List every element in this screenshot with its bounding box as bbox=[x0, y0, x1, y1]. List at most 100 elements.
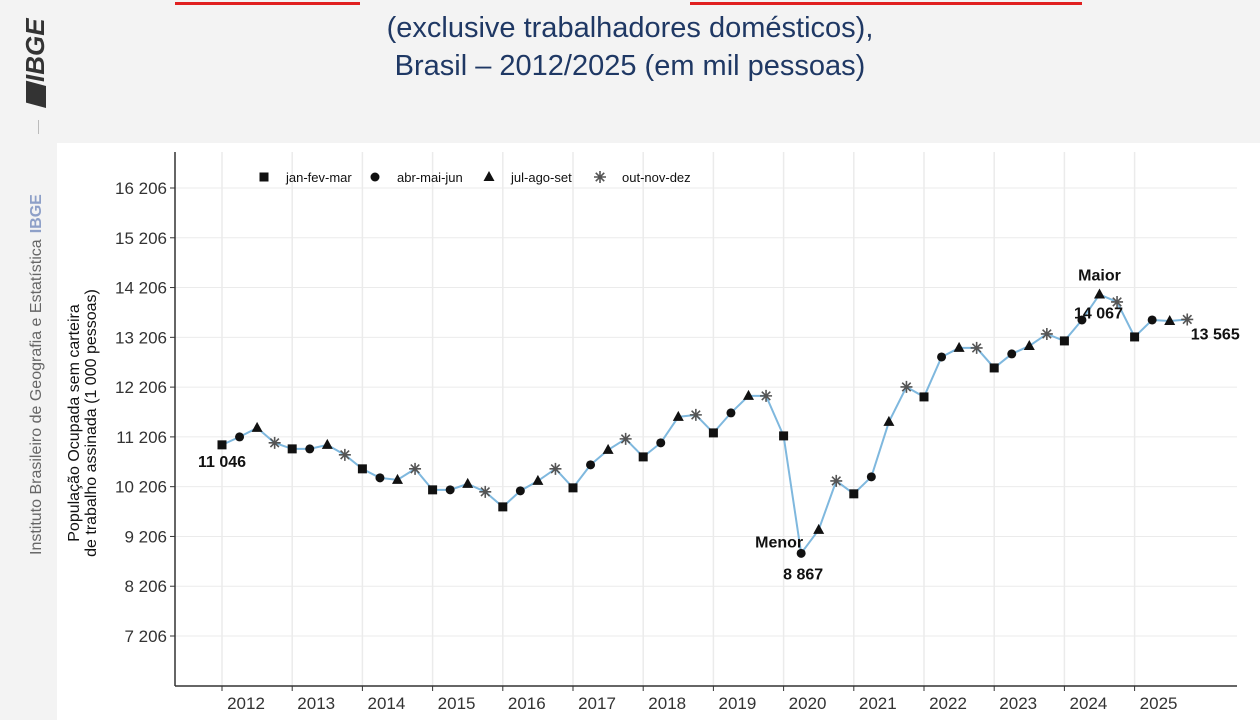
y-tick-label: 8 206 bbox=[124, 577, 167, 596]
line-chart: 7 206 8 206 9 206 10 206 11 206 12 206 13 206 1… bbox=[66, 152, 1240, 713]
data-point bbox=[989, 363, 999, 373]
data-point bbox=[392, 473, 403, 484]
data-point bbox=[549, 462, 562, 475]
x-tick-label: 2022 bbox=[929, 694, 967, 713]
x-tick-label: 2018 bbox=[648, 694, 686, 713]
svg-text:IBGE: IBGE bbox=[20, 18, 50, 82]
data-point bbox=[830, 474, 843, 487]
y-tick-label: 14 206 bbox=[115, 279, 167, 298]
y-tick-label: 10 206 bbox=[115, 478, 167, 497]
data-point bbox=[970, 341, 983, 354]
legend-marker-square bbox=[259, 172, 269, 182]
y-tick-label: 11 206 bbox=[116, 428, 167, 447]
legend-label: out-nov-dez bbox=[622, 170, 691, 185]
data-label: 14 067 bbox=[1074, 305, 1123, 322]
data-point bbox=[338, 448, 351, 461]
x-tick-label: 2014 bbox=[367, 694, 405, 713]
data-point bbox=[866, 472, 876, 482]
chart-title-line3: Brasil – 2012/2025 (em mil pessoas) bbox=[394, 50, 866, 82]
data-point bbox=[638, 452, 648, 462]
data-point bbox=[1007, 349, 1017, 359]
data-point bbox=[1077, 315, 1087, 325]
legend-label: abr-mai-jun bbox=[397, 170, 463, 185]
data-point bbox=[900, 380, 913, 393]
x-tick-label: 2015 bbox=[438, 694, 476, 713]
title-underline-left bbox=[175, 2, 360, 5]
data-point bbox=[672, 410, 684, 421]
data-point bbox=[849, 489, 859, 499]
x-tick-label: 2025 bbox=[1140, 694, 1178, 713]
legend-label: jul-ago-set bbox=[510, 170, 572, 185]
data-point bbox=[883, 415, 895, 426]
data-label: Menor bbox=[755, 534, 803, 551]
data-point bbox=[689, 408, 702, 421]
x-tick-label: 2019 bbox=[718, 694, 756, 713]
data-point bbox=[445, 485, 455, 495]
y-tick-label: 13 206 bbox=[115, 328, 167, 347]
data-point bbox=[619, 432, 632, 445]
data-point bbox=[953, 341, 965, 352]
x-tick-label: 2013 bbox=[297, 694, 335, 713]
title-underline-right bbox=[690, 2, 1082, 5]
y-tick-label: 9 206 bbox=[124, 527, 167, 546]
data-point bbox=[937, 352, 947, 362]
y-tick-label: 15 206 bbox=[115, 229, 167, 248]
chart-title-line2: (exclusive trabalhadores domésticos), bbox=[386, 12, 874, 44]
data-point bbox=[375, 473, 385, 483]
data-point bbox=[1164, 314, 1176, 325]
data-point bbox=[813, 523, 825, 534]
data-point bbox=[779, 431, 789, 441]
y-tick-label: 7 206 bbox=[124, 627, 167, 646]
data-point bbox=[760, 389, 773, 402]
data-point bbox=[1181, 313, 1194, 326]
data-point bbox=[321, 438, 333, 449]
x-tick-label: 2021 bbox=[859, 694, 897, 713]
data-point bbox=[235, 432, 245, 442]
data-point bbox=[1130, 332, 1140, 342]
x-tick-label: 2012 bbox=[227, 694, 265, 713]
sidebar: IBGE Instituto Brasileiro de Geografia e… bbox=[0, 0, 57, 720]
data-point bbox=[357, 464, 367, 474]
y-axis-label: População Ocupada sem carteirade trabalh… bbox=[66, 289, 100, 557]
x-tick-label: 2017 bbox=[578, 694, 616, 713]
data-label: Maior bbox=[1078, 267, 1121, 284]
data-label: 8 867 bbox=[783, 566, 823, 583]
legend-marker-triangle bbox=[483, 171, 495, 181]
data-label: 13 565 bbox=[1191, 326, 1240, 343]
data-label: 11 046 bbox=[198, 454, 246, 471]
x-tick-label: 2024 bbox=[1069, 694, 1107, 713]
data-point bbox=[532, 474, 544, 485]
data-point bbox=[462, 477, 474, 488]
data-point bbox=[726, 408, 736, 418]
data-point bbox=[305, 444, 315, 454]
data-point bbox=[428, 485, 438, 495]
data-point bbox=[656, 438, 666, 448]
chart-panel: 7 206 8 206 9 206 10 206 11 206 12 206 13 206 1… bbox=[57, 143, 1260, 720]
data-point bbox=[1111, 295, 1124, 308]
data-point bbox=[1147, 315, 1157, 325]
data-point bbox=[1094, 288, 1105, 299]
separator bbox=[38, 120, 39, 134]
ibge-logo: IBGE bbox=[20, 18, 50, 108]
data-point bbox=[251, 421, 263, 432]
legend-marker-circle bbox=[370, 172, 380, 182]
data-point bbox=[1040, 327, 1053, 340]
institute-name: Instituto Brasileiro de Geografia e Esta… bbox=[28, 194, 45, 555]
data-point bbox=[287, 444, 297, 454]
data-point bbox=[409, 462, 422, 475]
y-tick-label: 16 206 bbox=[115, 179, 167, 198]
legend-marker-asterisk bbox=[594, 171, 606, 183]
data-point bbox=[586, 460, 596, 470]
data-point bbox=[919, 392, 929, 402]
x-tick-label: 2016 bbox=[508, 694, 546, 713]
data-point bbox=[479, 485, 492, 498]
data-point bbox=[743, 389, 754, 400]
x-tick-label: 2020 bbox=[789, 694, 827, 713]
data-point bbox=[796, 548, 806, 558]
data-point bbox=[1023, 339, 1035, 350]
y-tick-label: 12 206 bbox=[115, 378, 167, 397]
data-point bbox=[602, 443, 614, 454]
data-point bbox=[568, 483, 578, 493]
data-point bbox=[217, 440, 227, 450]
data-point bbox=[268, 436, 281, 449]
